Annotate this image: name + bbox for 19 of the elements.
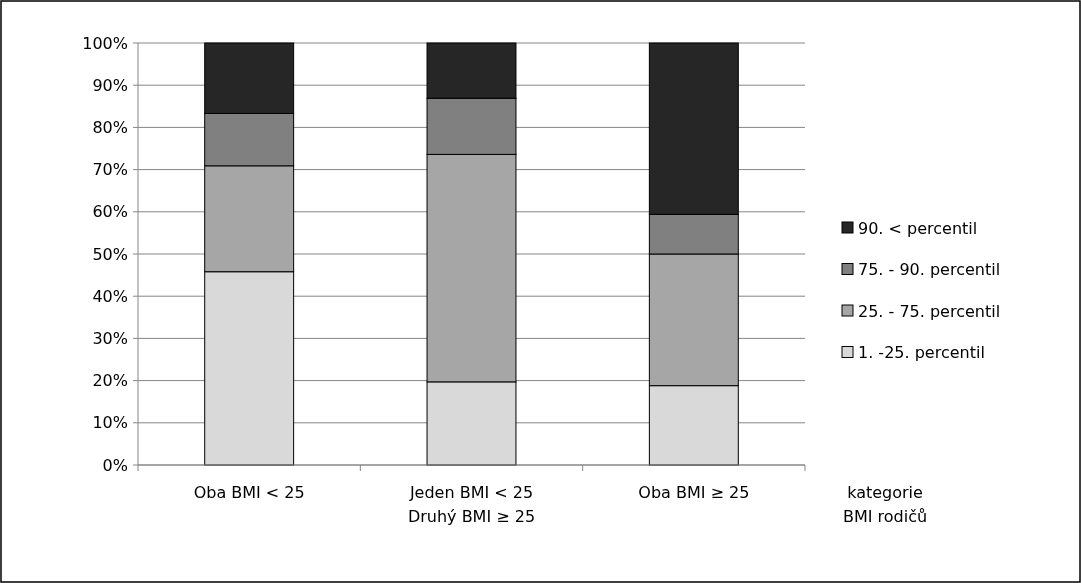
y-tick-label: 60% [92, 202, 128, 222]
y-tick-label: 0% [102, 455, 128, 475]
x-tick-label: Jeden BMI < 25 Druhý BMI ≥ 25 [407, 483, 536, 526]
legend-label: 25. - 75. percentil [858, 301, 1001, 321]
y-tick-label: 70% [92, 160, 128, 180]
y-tick-label: 100% [82, 33, 128, 53]
y-tick-label: 40% [92, 286, 128, 306]
y-tick-label: 20% [92, 371, 128, 391]
x-tick-label: Oba BMI ≥ 25 [638, 483, 750, 502]
legend-label: 75. - 90. percentil [858, 260, 1001, 280]
y-tick-label: 80% [92, 118, 128, 137]
y-tick-label: 10% [92, 413, 128, 433]
x-axis-title: kategorie BMI rodičů [842, 483, 928, 526]
legend-label: 1. -25. percentil [858, 343, 985, 363]
y-tick-label: 90% [92, 75, 128, 95]
legend-label: 90. < percentil [858, 218, 978, 238]
y-tick-label: 30% [92, 329, 128, 348]
y-tick-label: 50% [92, 244, 128, 264]
x-tick-label: Oba BMI < 25 [193, 483, 305, 502]
